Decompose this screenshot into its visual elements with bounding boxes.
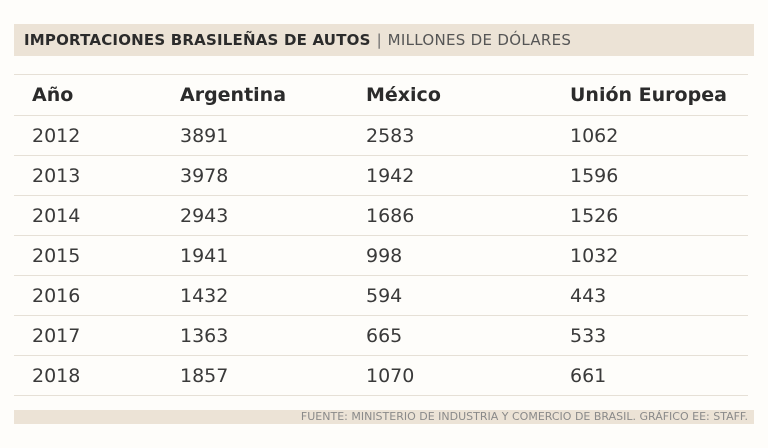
table-row: 2015 1941 998 1032: [14, 235, 748, 276]
year-cell: 2016: [14, 275, 162, 316]
year-cell: 2018: [14, 355, 162, 396]
eu-cell: 661: [552, 355, 748, 396]
source-footer: FUENTE: MINISTERIO DE INDUSTRIA Y COMERC…: [14, 410, 754, 424]
column-header-mexico: México: [348, 74, 552, 116]
table-row: 2018 1857 1070 661: [14, 355, 748, 396]
mexico-cell: 665: [348, 315, 552, 356]
table-row: 2017 1363 665 533: [14, 315, 748, 356]
eu-cell: 533: [552, 315, 748, 356]
imports-table: Año Argentina México Unión Europea 2012 …: [14, 74, 748, 396]
column-header-eu: Unión Europea: [552, 74, 748, 116]
mexico-cell: 1686: [348, 195, 552, 236]
argentina-cell: 3978: [162, 155, 348, 196]
table-row: 2012 3891 2583 1062: [14, 115, 748, 156]
title-separator: |: [376, 31, 382, 49]
table-row: 2014 2943 1686 1526: [14, 195, 748, 236]
year-cell: 2013: [14, 155, 162, 196]
eu-cell: 1062: [552, 115, 748, 156]
mexico-cell: 1070: [348, 355, 552, 396]
argentina-cell: 1432: [162, 275, 348, 316]
eu-cell: 1032: [552, 235, 748, 276]
argentina-cell: 1857: [162, 355, 348, 396]
year-cell: 2014: [14, 195, 162, 236]
mexico-cell: 1942: [348, 155, 552, 196]
chart-title: IMPORTACIONES BRASILEÑAS DE AUTOS: [24, 31, 371, 49]
table-header-row: Año Argentina México Unión Europea: [14, 74, 748, 116]
mexico-cell: 998: [348, 235, 552, 276]
year-cell: 2012: [14, 115, 162, 156]
year-cell: 2017: [14, 315, 162, 356]
argentina-cell: 3891: [162, 115, 348, 156]
source-credit: FUENTE: MINISTERIO DE INDUSTRIA Y COMERC…: [300, 410, 748, 423]
year-cell: 2015: [14, 235, 162, 276]
eu-cell: 1596: [552, 155, 748, 196]
chart-subtitle: MILLONES DE DÓLARES: [387, 31, 572, 49]
table-row: 2016 1432 594 443: [14, 275, 748, 316]
argentina-cell: 1363: [162, 315, 348, 356]
mexico-cell: 2583: [348, 115, 552, 156]
chart-header: IMPORTACIONES BRASILEÑAS DE AUTOS | MILL…: [14, 24, 754, 56]
argentina-cell: 1941: [162, 235, 348, 276]
eu-cell: 1526: [552, 195, 748, 236]
column-header-year: Año: [14, 74, 162, 116]
table-row: 2013 3978 1942 1596: [14, 155, 748, 196]
argentina-cell: 2943: [162, 195, 348, 236]
column-header-argentina: Argentina: [162, 74, 348, 116]
eu-cell: 443: [552, 275, 748, 316]
mexico-cell: 594: [348, 275, 552, 316]
